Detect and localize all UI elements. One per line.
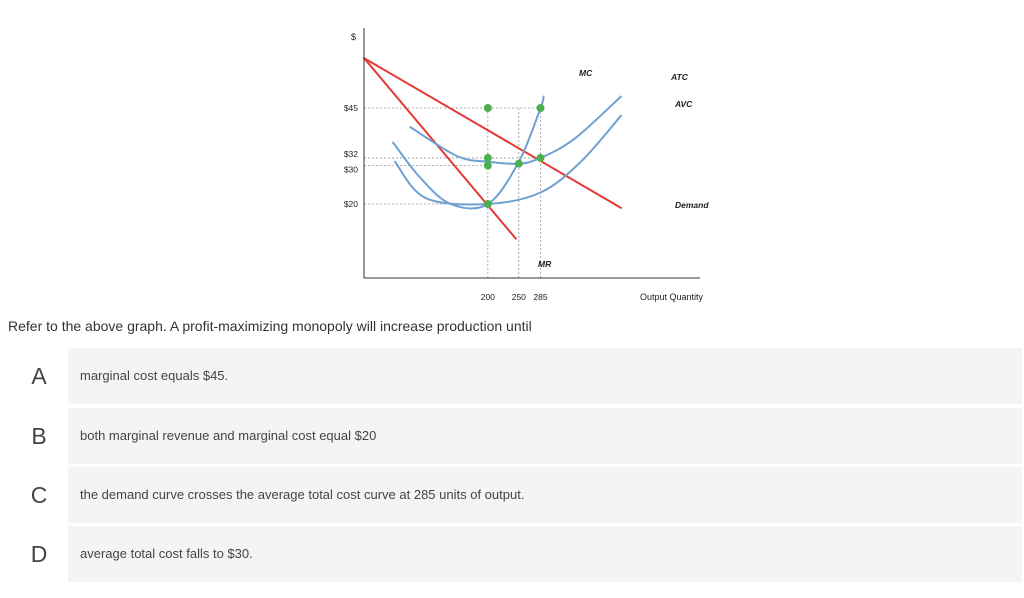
question-text: Refer to the above graph. A profit-maxim…: [8, 318, 532, 334]
x-tick-label: 285: [533, 292, 547, 302]
avc-label: AVC: [674, 99, 693, 109]
y-tick-label: $32: [344, 149, 358, 159]
x-tick-label: 250: [512, 292, 526, 302]
intersection-point: [536, 104, 545, 112]
option-c[interactable]: C the demand curve crosses the average t…: [10, 467, 1022, 523]
x-axis-label: Output Quantity: [640, 292, 704, 302]
option-letter: B: [10, 408, 68, 464]
mc-label: MC: [579, 68, 593, 78]
demand-curve: [363, 57, 623, 209]
option-text: marginal cost equals $45.: [80, 368, 229, 383]
x-tick-label: 200: [481, 292, 495, 302]
option-text: both marginal revenue and marginal cost …: [80, 428, 377, 443]
y-tick-label: $45: [344, 103, 358, 113]
avc-curve: [394, 114, 622, 206]
intersection-point: [483, 153, 492, 162]
option-text: average total cost falls to $30.: [80, 546, 253, 561]
option-d[interactable]: D average total cost falls to $30.: [10, 526, 1022, 582]
y-axis-label: $: [351, 32, 356, 42]
option-b[interactable]: B both marginal revenue and marginal cos…: [10, 408, 1022, 464]
y-tick-label: $20: [344, 199, 358, 209]
demand-label: Demand: [675, 200, 709, 210]
option-letter: C: [10, 467, 68, 523]
intersection-point: [483, 104, 492, 112]
intersection-point: [514, 159, 523, 168]
option-text: the demand curve crosses the average tot…: [80, 487, 525, 502]
mr-label: MR: [538, 259, 552, 269]
option-letter: D: [10, 526, 68, 582]
y-tick-label: $30: [344, 165, 358, 175]
intersection-point: [483, 200, 492, 208]
option-letter: A: [10, 348, 68, 404]
mr-curve: [363, 57, 517, 240]
option-a[interactable]: A marginal cost equals $45.: [10, 348, 1022, 404]
intersection-point: [483, 161, 492, 170]
atc-label: ATC: [670, 72, 689, 82]
intersection-point: [536, 153, 545, 162]
